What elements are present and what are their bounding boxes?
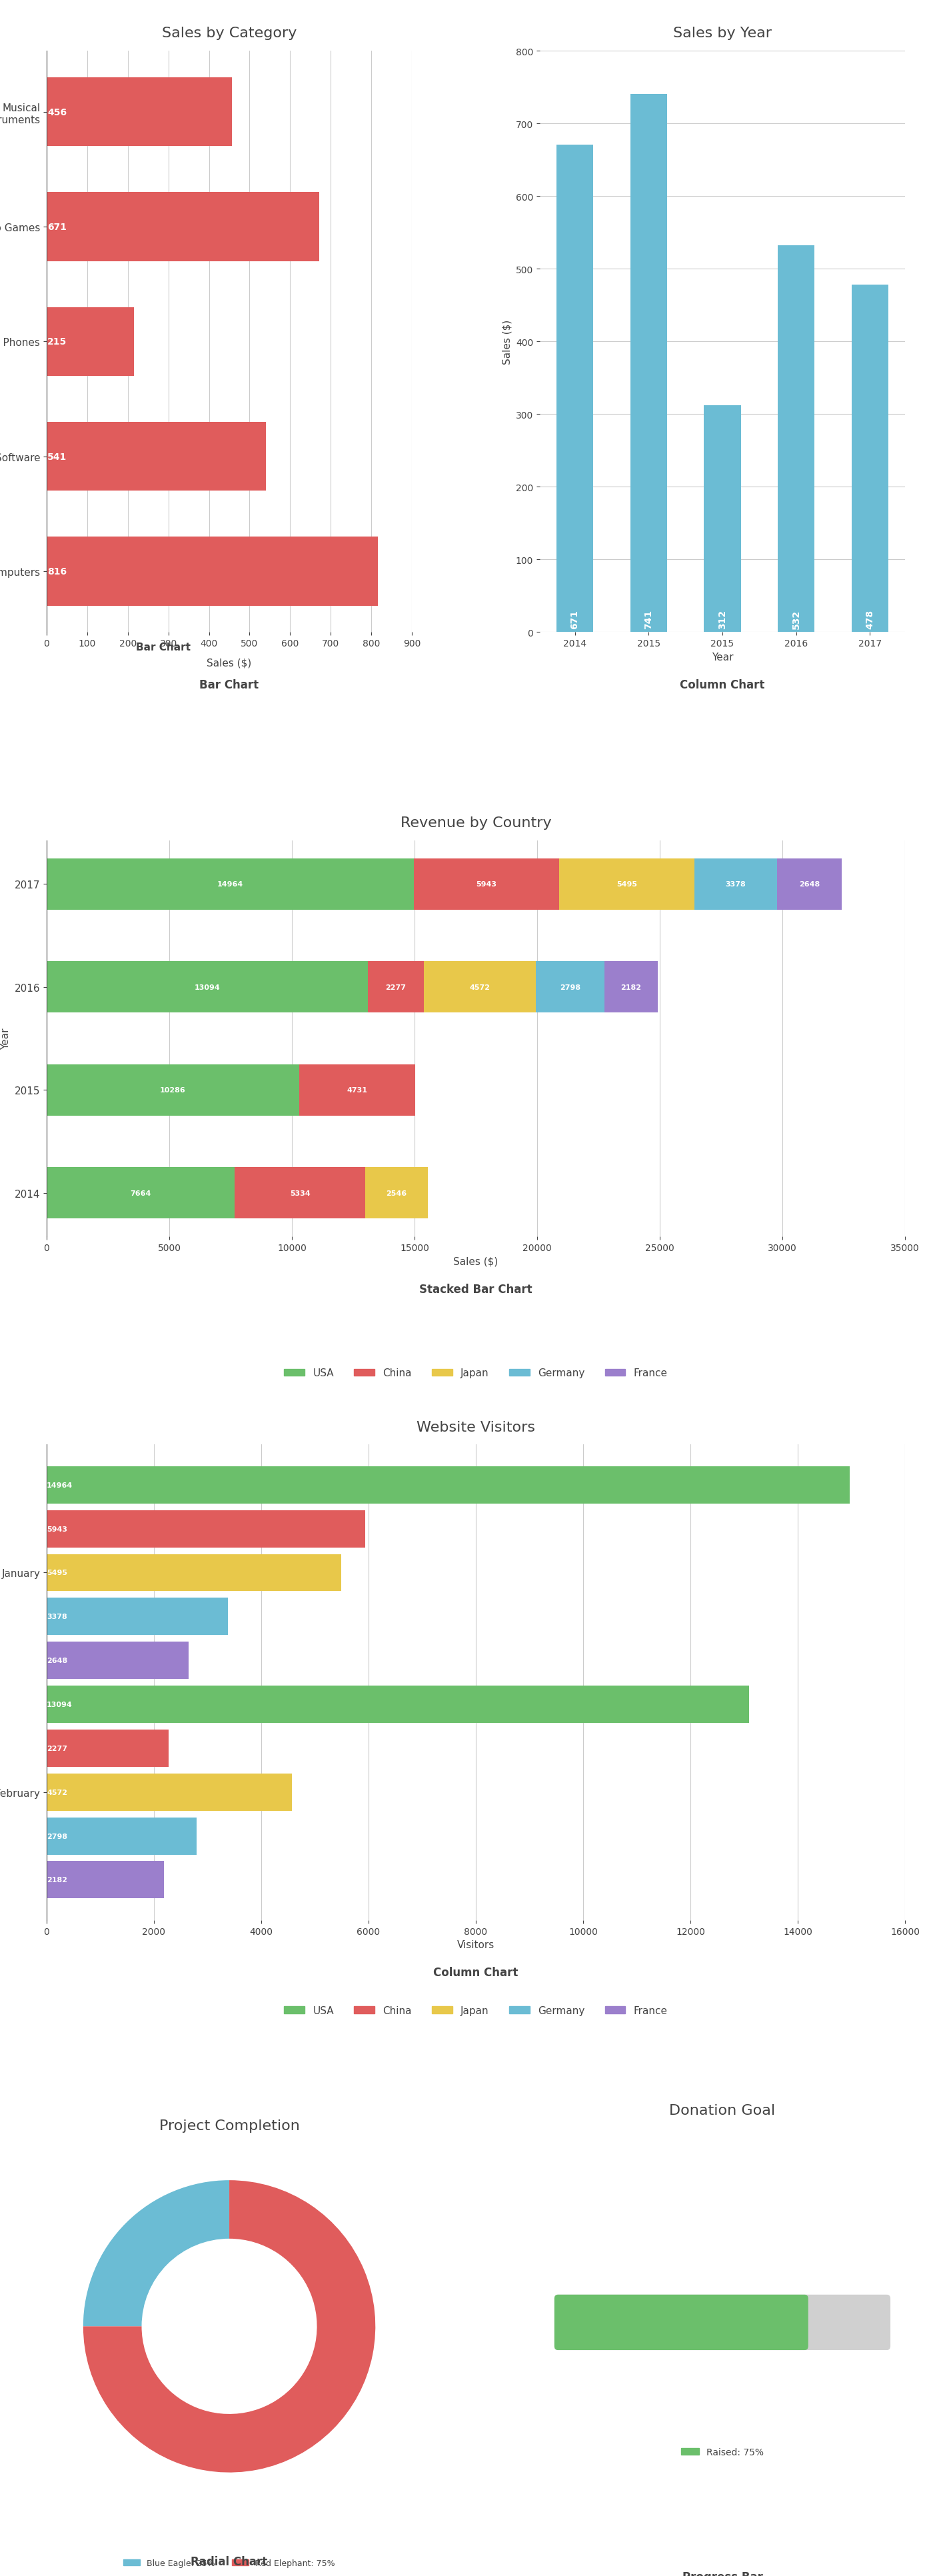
Legend: USA, China, Japan, Germany, France: USA, China, Japan, Germany, France — [280, 1365, 672, 1383]
Text: 671: 671 — [570, 611, 579, 629]
Bar — [47, 1641, 188, 1680]
Text: 2277: 2277 — [385, 984, 406, 992]
Bar — [47, 1510, 366, 1548]
Text: 671: 671 — [48, 222, 67, 232]
Text: 14964: 14964 — [217, 881, 244, 889]
Text: 2182: 2182 — [47, 1878, 67, 1883]
Text: Column Chart: Column Chart — [680, 680, 765, 690]
Bar — [47, 1775, 292, 1811]
Text: Progress Bar: Progress Bar — [682, 2571, 762, 2576]
Text: 3378: 3378 — [725, 881, 745, 889]
Bar — [560, 858, 694, 909]
X-axis label: Sales ($): Sales ($) — [207, 657, 252, 667]
Bar — [47, 961, 368, 1012]
Bar — [556, 144, 593, 634]
Title: Revenue by Country: Revenue by Country — [400, 817, 551, 829]
Text: 5943: 5943 — [476, 881, 497, 889]
Text: Stacked Bar Chart: Stacked Bar Chart — [419, 1283, 533, 1296]
Text: Bar Chart: Bar Chart — [136, 641, 190, 652]
Text: Bar Chart: Bar Chart — [200, 680, 259, 690]
Text: 2277: 2277 — [47, 1744, 67, 1752]
Bar — [47, 1167, 234, 1218]
Bar — [605, 961, 658, 1012]
Bar — [694, 858, 777, 909]
Text: 2182: 2182 — [620, 984, 642, 992]
Text: 816: 816 — [48, 567, 67, 577]
Bar — [413, 858, 560, 909]
Bar — [47, 1466, 849, 1504]
Text: 478: 478 — [865, 611, 874, 629]
Bar — [778, 247, 815, 634]
Text: 13094: 13094 — [47, 1700, 73, 1708]
Title: Project Completion: Project Completion — [159, 2120, 299, 2133]
X-axis label: Sales ($): Sales ($) — [453, 1257, 498, 1267]
Text: 456: 456 — [48, 108, 67, 116]
Text: 5495: 5495 — [617, 881, 637, 889]
Bar — [47, 1685, 749, 1723]
Bar — [630, 95, 667, 634]
Bar — [47, 193, 319, 263]
Text: 5495: 5495 — [47, 1569, 67, 1577]
Text: 532: 532 — [791, 611, 801, 629]
Bar — [47, 77, 231, 147]
Bar — [299, 1064, 415, 1115]
Wedge shape — [83, 2179, 375, 2473]
Legend: Raised: 75%: Raised: 75% — [677, 2445, 768, 2460]
Wedge shape — [83, 2179, 230, 2326]
FancyBboxPatch shape — [554, 2295, 808, 2349]
Text: 5943: 5943 — [47, 1525, 67, 1533]
Text: 5334: 5334 — [290, 1190, 311, 1195]
FancyBboxPatch shape — [554, 2295, 890, 2349]
Text: Radial Chart: Radial Chart — [191, 2555, 268, 2568]
Bar — [47, 1862, 163, 1899]
Bar — [47, 307, 134, 376]
Legend: USA, China, Japan, Germany, France: USA, China, Japan, Germany, France — [280, 2002, 672, 2020]
Bar — [47, 422, 266, 492]
Title: Sales by Year: Sales by Year — [673, 26, 772, 41]
Text: 2648: 2648 — [47, 1656, 67, 1664]
Text: 14964: 14964 — [47, 1481, 73, 1489]
Bar — [703, 407, 741, 634]
Text: 4731: 4731 — [346, 1087, 368, 1092]
Text: 13094: 13094 — [194, 984, 220, 992]
Text: 7664: 7664 — [131, 1190, 151, 1195]
Bar — [424, 961, 536, 1012]
Y-axis label: Sales ($): Sales ($) — [502, 319, 512, 363]
Bar — [234, 1167, 366, 1218]
Text: 3378: 3378 — [47, 1613, 67, 1620]
Text: 2798: 2798 — [560, 984, 580, 992]
Y-axis label: Year: Year — [1, 1028, 10, 1048]
Title: Sales by Category: Sales by Category — [161, 26, 297, 41]
Text: 741: 741 — [644, 611, 653, 629]
Bar — [47, 1553, 341, 1592]
Text: 2648: 2648 — [799, 881, 820, 889]
Bar — [777, 858, 842, 909]
Bar — [47, 1819, 197, 1855]
Text: 312: 312 — [717, 611, 727, 629]
Bar — [47, 538, 378, 605]
Text: 4572: 4572 — [469, 984, 490, 992]
Bar — [47, 1728, 169, 1767]
Bar — [366, 1167, 428, 1218]
Text: 10286: 10286 — [160, 1087, 186, 1092]
Text: 541: 541 — [48, 453, 67, 461]
Bar — [852, 286, 888, 634]
Bar — [47, 858, 413, 909]
Bar — [368, 961, 424, 1012]
Title: Website Visitors: Website Visitors — [416, 1419, 536, 1435]
Title: Donation Goal: Donation Goal — [669, 2105, 775, 2117]
X-axis label: Visitors: Visitors — [457, 1940, 494, 1950]
Bar — [47, 1064, 299, 1115]
Text: 2546: 2546 — [386, 1190, 407, 1195]
Text: 4572: 4572 — [47, 1788, 67, 1795]
X-axis label: Year: Year — [712, 652, 733, 662]
Bar — [47, 1597, 228, 1636]
Text: 215: 215 — [48, 337, 67, 348]
Text: Column Chart: Column Chart — [434, 1965, 518, 1978]
Legend: Blue Eagle: 25%, Red Elephant: 75%: Blue Eagle: 25%, Red Elephant: 75% — [120, 2555, 339, 2571]
Text: 2798: 2798 — [47, 1832, 67, 1839]
Bar — [536, 961, 605, 1012]
